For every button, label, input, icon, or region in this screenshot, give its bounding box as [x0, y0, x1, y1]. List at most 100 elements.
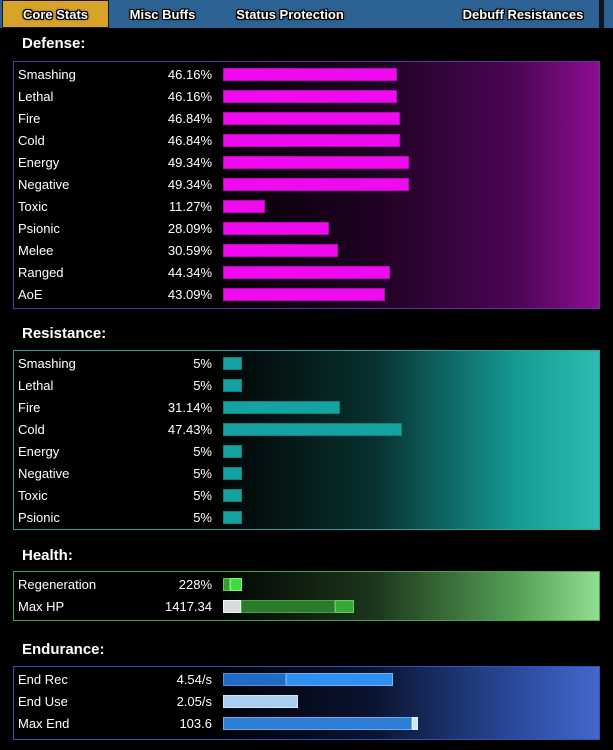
tab-misc-buffs[interactable]: Misc Buffs [129, 6, 196, 22]
resistance-section-title: Resistance: [22, 325, 107, 342]
endurance-section-title: Endurance: [22, 641, 105, 658]
defense-row-toxic: Toxic 11.27% [14, 196, 599, 218]
defense-row-melee: Melee 30.59% [14, 240, 599, 262]
stat-bar [223, 673, 393, 686]
stat-bar-segment [223, 68, 397, 81]
stat-label: Energy [18, 155, 60, 170]
tab-core-stats[interactable]: Core Stats [2, 0, 109, 28]
health-section-title: Health: [22, 547, 73, 564]
stat-bar-segment [223, 112, 400, 125]
stat-bar [223, 511, 242, 524]
defense-row-negative: Negative 49.34% [14, 174, 599, 196]
resistance-row-negative: Negative 5% [14, 463, 599, 485]
stat-bar-segment [286, 673, 393, 686]
stat-value: 11.27% [168, 199, 212, 214]
stat-value: 46.16% [167, 89, 212, 104]
tab-bar: Core Stats Misc Buffs Status Protection … [0, 0, 613, 28]
stat-label: Fire [18, 111, 41, 126]
stat-bar-segment [223, 156, 409, 169]
endurance-row-end-rec: End Rec 4.54/s [14, 669, 599, 691]
stat-label: Cold [18, 133, 45, 148]
stat-bar [223, 379, 242, 392]
stat-bar [223, 222, 329, 235]
stat-label: AoE [18, 287, 43, 302]
stat-bar-segment [223, 467, 242, 480]
defense-row-aoe: AoE 43.09% [14, 284, 599, 306]
stat-value: 5% [193, 378, 212, 393]
stat-bar [223, 357, 242, 370]
stat-label: Lethal [18, 378, 54, 393]
defense-row-lethal: Lethal 46.16% [14, 86, 599, 108]
stat-label: Psionic [18, 221, 60, 236]
stat-bar-segment [223, 357, 242, 370]
stat-label: Smashing [18, 67, 76, 82]
resistance-row-psionic: Psionic 5% [14, 507, 599, 529]
stat-bar [223, 600, 354, 613]
stat-label: Negative [18, 466, 70, 481]
stat-bar [223, 178, 409, 191]
stat-bar-segment [230, 578, 242, 591]
stat-bar-segment [241, 600, 335, 613]
stat-label: Smashing [18, 356, 76, 371]
stat-bar-segment [223, 695, 298, 708]
stat-bar [223, 717, 418, 730]
stat-bar-segment [223, 90, 397, 103]
endurance-row-max-end: Max End 103.6 [14, 713, 599, 735]
tab-debuff-resistances[interactable]: Debuff Resistances [462, 6, 584, 22]
tab-status-protection[interactable]: Status Protection [236, 6, 344, 22]
stat-bar-segment [412, 717, 418, 730]
stat-value: 4.54/s [176, 672, 212, 687]
stat-label: Regeneration [18, 577, 97, 592]
stat-bar-segment [223, 222, 329, 235]
stat-value: 228% [178, 577, 212, 592]
stat-bar-segment [223, 717, 412, 730]
stat-value: 43.09% [167, 287, 212, 302]
stat-bar [223, 68, 397, 81]
stat-bar-segment [223, 288, 385, 301]
stat-label: Lethal [18, 89, 54, 104]
stat-bar-segment [223, 401, 340, 414]
defense-row-psionic: Psionic 28.09% [14, 218, 599, 240]
stat-label: Toxic [18, 199, 48, 214]
stat-value: 46.16% [167, 67, 212, 82]
stat-bar [223, 112, 400, 125]
stat-bar-segment [223, 379, 242, 392]
stat-label: Toxic [18, 488, 48, 503]
stat-bar [223, 445, 242, 458]
resistance-row-lethal: Lethal 5% [14, 375, 599, 397]
resistance-row-smashing: Smashing 5% [14, 353, 599, 375]
stat-value: 5% [193, 466, 212, 481]
stat-value: 5% [193, 488, 212, 503]
stat-bar-segment [223, 244, 338, 257]
stat-label: Negative [18, 177, 70, 192]
stat-value: 49.34% [167, 155, 212, 170]
stat-bar-segment [223, 178, 409, 191]
stat-bar-segment [335, 600, 354, 613]
stat-bar-segment [223, 423, 402, 436]
stat-bar-segment [223, 445, 242, 458]
stat-label: Melee [18, 243, 54, 258]
defense-row-ranged: Ranged 44.34% [14, 262, 599, 284]
defense-row-smashing: Smashing 46.16% [14, 64, 599, 86]
defense-section-title: Defense: [22, 35, 86, 52]
endurance-row-end-use: End Use 2.05/s [14, 691, 599, 713]
resistance-row-cold: Cold 47.43% [14, 419, 599, 441]
health-row-regeneration: Regeneration 228% [14, 574, 599, 596]
stat-bar-segment [223, 489, 242, 502]
resistance-row-energy: Energy 5% [14, 441, 599, 463]
stat-bar [223, 134, 400, 147]
stat-bar [223, 156, 409, 169]
defense-row-fire: Fire 46.84% [14, 108, 599, 130]
stat-bar [223, 423, 402, 436]
stat-label: Cold [18, 422, 45, 437]
stat-bar [223, 244, 338, 257]
stat-label: Fire [18, 400, 41, 415]
stat-label: Ranged [18, 265, 64, 280]
stat-value: 5% [193, 356, 212, 371]
stat-bar [223, 200, 265, 213]
stat-value: 49.34% [167, 177, 212, 192]
stat-value: 31.14% [167, 400, 212, 415]
stat-label: Max End [18, 716, 70, 731]
tabbar-edge-divider [599, 0, 604, 28]
